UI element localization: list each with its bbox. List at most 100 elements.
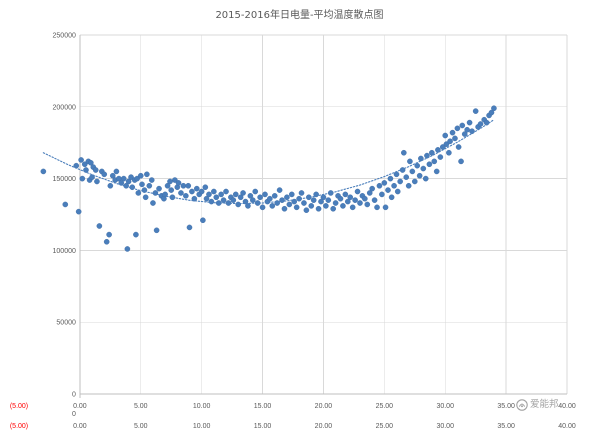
data-point [223,188,229,195]
data-point [407,158,413,165]
data-point [291,198,298,205]
secondary-x-tick-label: 40.00 [558,423,576,430]
data-point [325,197,332,203]
secondary-x-tick-label: 0.00 [73,423,87,430]
data-point [443,141,450,147]
data-point [259,204,266,211]
data-point [286,201,293,208]
data-point [89,174,95,180]
data-point [213,194,220,201]
data-point [139,181,145,188]
data-point [310,197,317,203]
data-point [366,190,373,196]
data-point [250,197,256,203]
data-point [422,175,429,182]
secondary-x-tick-label: (5.00) [10,423,28,430]
data-point [211,188,217,195]
data-point [81,161,88,168]
data-point [186,224,193,231]
data-point [320,194,327,201]
data-point [164,182,171,189]
data-point [156,185,162,192]
data-point [376,182,383,189]
data-point [73,162,80,169]
data-point [137,172,144,179]
data-point [349,204,356,211]
data-point [235,201,241,208]
data-point [409,168,416,175]
data-point [150,200,156,206]
x-tick-label: 30.00 [436,403,454,410]
x-tick-label: 10.00 [193,403,211,410]
data-point [420,165,427,172]
x-tick-label: 35.00 [497,403,515,410]
data-point [303,207,310,213]
axis-lines [79,35,567,398]
data-point [168,187,175,193]
data-point [362,195,368,202]
x-tick-label: 5.00 [134,403,148,410]
data-point [301,200,307,206]
y-tick-label: 0 [72,392,76,399]
data-point [202,184,209,191]
x-tick-label: (5.00) [10,403,28,410]
data-point [262,191,268,198]
data-point [189,188,195,195]
data-point [327,190,334,196]
data-point [237,194,244,201]
data-point [281,205,288,212]
data-point [288,191,295,198]
data-point [464,126,470,133]
data-point [397,178,403,185]
data-point [134,175,140,182]
data-point [200,217,206,224]
data-point [78,157,84,163]
data-point [135,190,142,196]
secondary-x-tick-label: 25.00 [376,423,394,430]
data-point [107,182,114,189]
data-point [120,175,127,182]
data-point [446,149,452,156]
data-point [191,195,198,202]
data-point [447,138,453,145]
data-point [387,175,394,182]
data-point [208,198,215,205]
secondary-x-tick-label: 10.00 [193,423,211,430]
data-point [146,182,153,189]
data-point [276,187,283,193]
data-point [92,167,99,173]
data-point [414,162,421,169]
data-point [393,171,400,178]
x-tick-label: 40.00 [558,403,576,410]
data-point [354,188,361,195]
data-point [315,205,322,212]
data-point [431,158,438,165]
y-tick-label: 50000 [56,320,76,327]
data-point [267,195,273,202]
data-point [271,193,278,199]
chart-title: 2015-2016年日电量-平均温度散点图 [215,10,384,21]
x-tick-label: 20.00 [315,403,333,410]
data-point [323,203,329,209]
data-point [394,188,401,195]
secondary-x-tick-label: 35.00 [497,423,515,430]
x-tick-label: 25.00 [376,403,394,410]
data-point [148,177,155,183]
data-point [391,182,397,189]
data-point [332,200,339,206]
data-point [167,178,173,185]
y-tick-label: 100000 [53,248,76,255]
data-point [371,197,378,203]
data-point [124,246,131,252]
data-point [357,200,363,206]
data-point [416,172,423,179]
data-point [382,204,389,211]
data-point [293,204,300,211]
data-point [452,135,458,142]
data-point [459,122,466,129]
data-point [185,182,192,189]
x-axis-tick-labels: (5.00) 0.00 5.00 10.00 15.00 20.00 25.00 30.00 3… [10,403,576,410]
data-point [318,198,324,205]
watermark-logo-icon [516,399,528,411]
data-point [388,194,395,201]
